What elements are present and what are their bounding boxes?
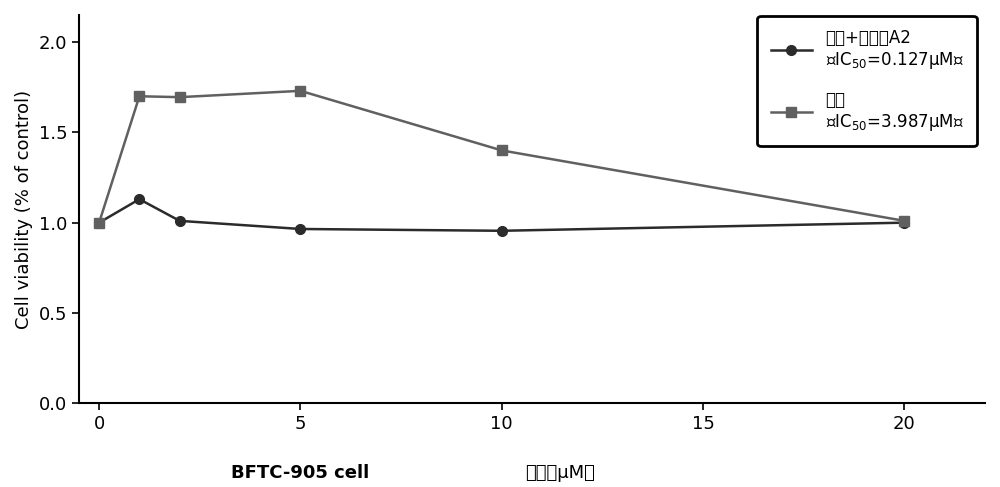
Text: BFTC-905 cell: BFTC-905 cell <box>231 464 369 482</box>
Y-axis label: Cell viability (% of control): Cell viability (% of control) <box>15 90 33 329</box>
Legend: 顺铂+合成物A2
（IC$_{50}$=0.127μM）, 顺铂
（IC$_{50}$=3.987μM）: 顺铂+合成物A2 （IC$_{50}$=0.127μM）, 顺铂 （IC$_{5… <box>757 16 977 146</box>
Text: 浓度（μM）: 浓度（μM） <box>525 464 595 482</box>
